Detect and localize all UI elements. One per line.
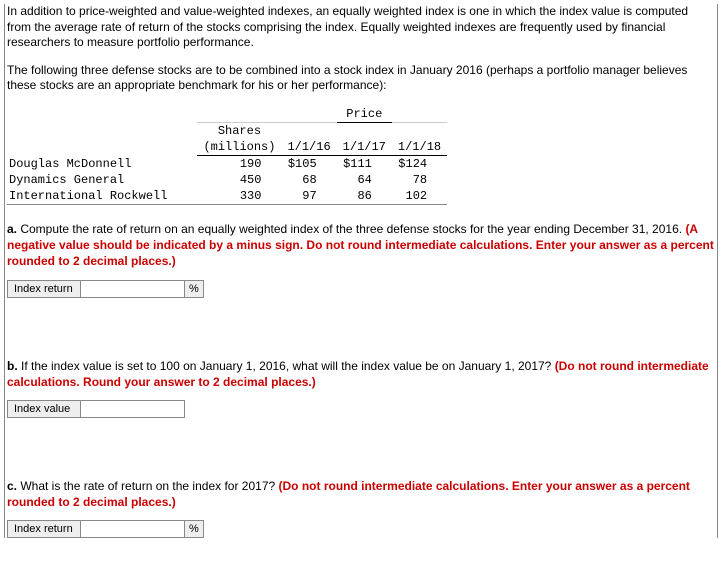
question-b-text: If the index value is set to 100 on Janu… xyxy=(21,359,555,373)
answer-row-c: Index return % xyxy=(7,520,715,538)
answer-b-label: Index value xyxy=(7,400,81,418)
intro-paragraph-2: The following three defense stocks are t… xyxy=(7,63,715,94)
cell-p18: $124 xyxy=(392,155,447,172)
date-col-3: 1/1/18 xyxy=(392,139,447,156)
cell-p16: $105 xyxy=(281,155,336,172)
answer-c-input[interactable] xyxy=(81,520,185,538)
cell-shares: 190 xyxy=(197,155,281,172)
cell-p17: 86 xyxy=(337,188,392,205)
date-col-1: 1/1/16 xyxy=(281,139,336,156)
row-label: International Rockwell xyxy=(7,188,197,205)
answer-row-a: Index return % xyxy=(7,280,715,298)
intro-paragraph-1: In addition to price-weighted and value-… xyxy=(7,4,715,51)
row-label: Douglas McDonnell xyxy=(7,155,197,172)
answer-row-b: Index value xyxy=(7,400,715,418)
answer-a-input[interactable] xyxy=(81,280,185,298)
answer-b-input[interactable] xyxy=(81,400,185,418)
answer-a-label: Index return xyxy=(7,280,81,298)
question-a-lead: a. xyxy=(7,222,20,236)
cell-p18: 78 xyxy=(392,172,447,188)
answer-c-unit: % xyxy=(185,520,204,538)
shares-header-line2: (millions) xyxy=(197,139,281,156)
question-b-lead: b. xyxy=(7,359,21,373)
question-c-lead: c. xyxy=(7,479,20,493)
question-b: b. If the index value is set to 100 on J… xyxy=(7,358,715,390)
answer-a-unit: % xyxy=(185,280,204,298)
shares-header-line1: Shares xyxy=(197,122,281,139)
answer-c-label: Index return xyxy=(7,520,81,538)
cell-p18: 102 xyxy=(392,188,447,205)
date-col-2: 1/1/17 xyxy=(337,139,392,156)
cell-p16: 97 xyxy=(281,188,336,205)
cell-shares: 330 xyxy=(197,188,281,205)
cell-p16: 68 xyxy=(281,172,336,188)
stock-data-table: Price Shares (millions) 1/1/16 1/1/17 1/… xyxy=(7,106,447,205)
cell-shares: 450 xyxy=(197,172,281,188)
cell-p17: $111 xyxy=(337,155,392,172)
question-a-text: Compute the rate of return on an equally… xyxy=(20,222,685,236)
price-header: Price xyxy=(337,106,392,123)
question-a: a. Compute the rate of return on an equa… xyxy=(7,221,715,270)
row-label: Dynamics General xyxy=(7,172,197,188)
question-c-text: What is the rate of return on the index … xyxy=(20,479,278,493)
question-c: c. What is the rate of return on the ind… xyxy=(7,478,715,510)
cell-p17: 64 xyxy=(337,172,392,188)
